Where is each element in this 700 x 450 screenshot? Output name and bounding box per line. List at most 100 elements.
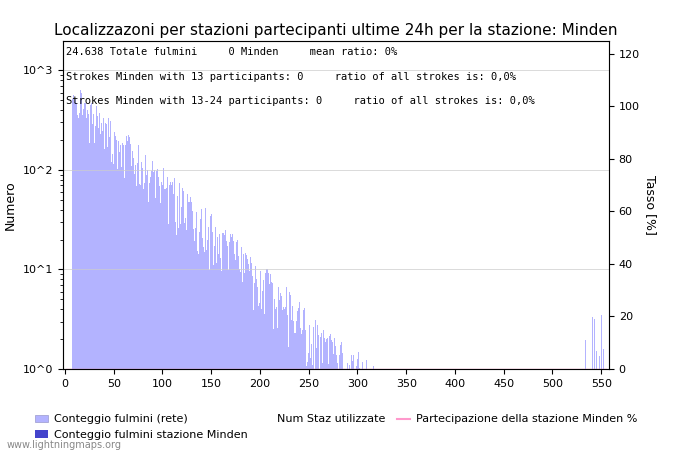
Bar [271,282,272,450]
Bar [350,369,351,450]
Bar [102,131,104,450]
Bar [337,363,338,450]
Bar [132,151,133,450]
Bar [275,310,276,450]
Bar [384,383,385,450]
Bar [334,338,335,450]
Bar [244,274,245,450]
Bar [208,227,209,450]
Bar [218,222,220,450]
Bar [312,365,313,450]
Bar [402,414,404,450]
Bar [127,141,128,450]
Text: Strokes Minden with 13-24 participants: 0     ratio of all strokes is: 0,0%: Strokes Minden with 13-24 participants: … [66,96,535,106]
Bar [354,387,355,450]
Bar [385,396,386,450]
Bar [342,353,343,450]
Bar [131,166,132,450]
Bar [136,163,138,450]
Bar [76,103,77,450]
Bar [309,325,310,450]
Bar [241,247,242,450]
Bar [594,319,595,450]
Bar [387,401,388,450]
Bar [397,390,398,450]
Bar [401,423,402,450]
Bar [214,246,215,450]
Bar [163,168,164,450]
Bar [282,310,283,450]
Bar [375,419,377,450]
Bar [360,389,361,450]
Bar [138,145,139,450]
Bar [193,229,194,450]
Bar [240,272,241,450]
Bar [251,263,252,450]
Bar [104,149,106,450]
Bar [451,446,452,450]
Bar [285,307,286,450]
Bar [293,333,295,450]
Bar [124,178,125,450]
Bar [283,307,284,450]
Bar [407,401,409,450]
Bar [75,99,76,450]
Legend: Conteggio fulmini (rete), Conteggio fulmini stazione Minden, Num Staz utilizzate: Conteggio fulmini (rete), Conteggio fulm… [30,410,642,445]
Bar [372,366,374,450]
Bar [315,320,316,450]
Bar [166,188,167,450]
Bar [281,296,282,450]
Bar [344,369,345,450]
Bar [232,234,233,450]
Bar [348,389,349,450]
Bar [287,315,288,450]
Bar [112,154,113,450]
Bar [221,271,223,450]
Bar [150,177,151,450]
Bar [295,321,297,450]
Bar [585,340,586,450]
Bar [172,182,173,450]
Bar [148,202,149,450]
Bar [139,185,141,450]
Bar [266,269,267,450]
Bar [74,102,75,450]
Bar [598,356,600,450]
Bar [323,330,324,450]
Bar [206,240,208,450]
Bar [308,353,309,450]
Bar [324,338,325,450]
Bar [94,143,95,450]
Bar [199,232,200,450]
Bar [322,363,323,450]
Bar [235,260,236,450]
Bar [216,237,218,450]
Bar [83,109,84,450]
Bar [230,234,231,450]
Bar [351,355,352,450]
Bar [316,348,317,450]
Bar [414,408,416,450]
Bar [380,395,382,450]
Bar [274,299,275,450]
Bar [99,134,101,450]
Bar [363,373,364,450]
Bar [288,292,290,450]
Bar [202,238,203,450]
Bar [149,183,150,450]
Bar [191,202,193,450]
Bar [141,162,143,450]
Bar [114,132,116,450]
Bar [89,144,90,450]
Bar [326,339,327,450]
Bar [358,352,359,450]
Bar [195,228,196,450]
Bar [263,280,265,450]
Bar [126,136,127,450]
Bar [116,140,117,450]
Bar [277,328,278,450]
Bar [77,115,78,450]
Bar [252,276,253,450]
Bar [111,162,112,450]
Bar [330,340,332,450]
